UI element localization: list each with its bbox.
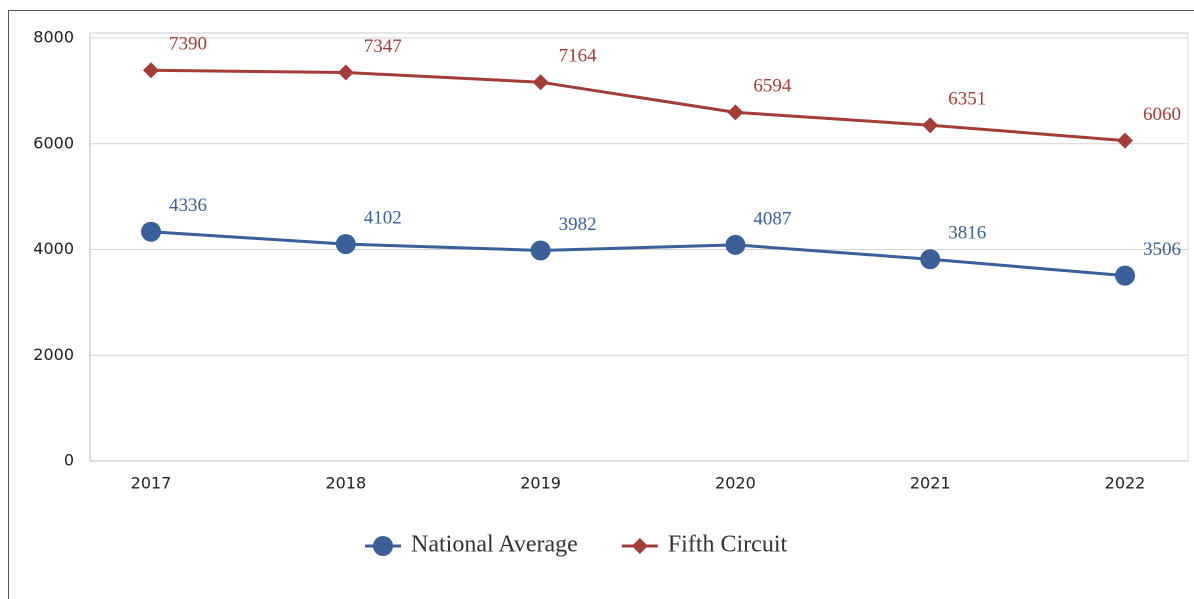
data-point — [141, 221, 161, 242]
data-label: 4336 — [169, 195, 207, 216]
data-label: 3816 — [948, 223, 986, 244]
frame — [8, 10, 1194, 599]
data-label: 7164 — [559, 46, 598, 67]
x-tick-label: 2022 — [1105, 474, 1146, 493]
y-tick-label: 2000 — [33, 345, 74, 364]
legend-label: National Average — [411, 532, 578, 558]
x-tick-label: 2020 — [715, 474, 756, 493]
legend-marker — [373, 536, 393, 556]
data-label: 7390 — [169, 34, 207, 55]
y-tick-label: 0 — [64, 451, 74, 470]
data-label: 6060 — [1143, 104, 1181, 125]
data-point — [727, 104, 744, 121]
series-line — [150, 230, 1126, 278]
data-point — [1115, 265, 1135, 286]
data-point — [143, 62, 159, 79]
series-line — [150, 68, 1126, 143]
data-label: 7347 — [364, 36, 402, 57]
data-point — [920, 249, 941, 270]
data-label: 4087 — [753, 208, 791, 229]
data-label: 3506 — [1143, 239, 1181, 260]
data-point — [922, 117, 939, 134]
data-point — [532, 74, 549, 91]
data-label: 4102 — [364, 207, 402, 228]
y-tick-label: 6000 — [33, 133, 74, 152]
data-point — [1117, 132, 1133, 149]
data-point — [335, 234, 356, 255]
x-tick-label: 2021 — [910, 474, 951, 493]
data-point — [530, 240, 551, 261]
data-point — [337, 64, 354, 81]
x-tick-label: 2017 — [131, 474, 172, 493]
data-label: 6351 — [948, 89, 986, 110]
legend-label: Fifth Circuit — [668, 532, 788, 558]
y-tick-label: 4000 — [33, 239, 74, 258]
x-tick-label: 2018 — [325, 474, 366, 493]
data-point — [725, 234, 746, 255]
data-label: 3982 — [559, 214, 597, 235]
y-tick-label: 8000 — [33, 28, 74, 47]
legend-marker — [631, 538, 648, 554]
data-label: 6594 — [753, 76, 792, 97]
x-tick-label: 2019 — [520, 474, 561, 493]
